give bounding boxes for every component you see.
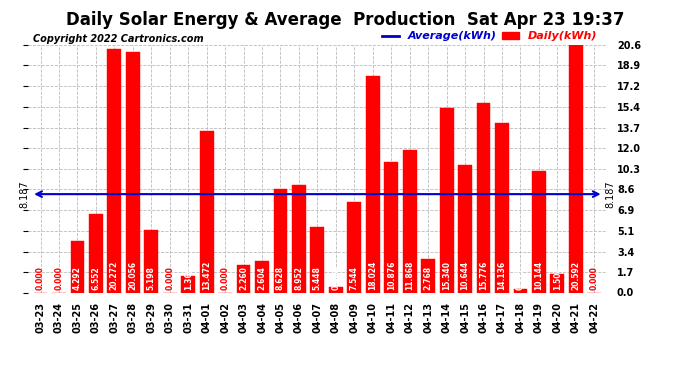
Bar bbox=[551, 274, 564, 292]
Text: 6.552: 6.552 bbox=[91, 267, 101, 290]
Text: 2.260: 2.260 bbox=[239, 266, 248, 290]
Text: 2.604: 2.604 bbox=[257, 266, 266, 290]
Bar bbox=[310, 227, 324, 292]
Bar bbox=[569, 45, 583, 292]
Text: 14.136: 14.136 bbox=[497, 261, 506, 290]
Bar bbox=[70, 241, 84, 292]
Text: 1.360: 1.360 bbox=[184, 266, 193, 290]
Bar bbox=[292, 185, 306, 292]
Text: 0.000: 0.000 bbox=[165, 266, 175, 290]
Text: 10.144: 10.144 bbox=[534, 261, 544, 290]
Text: Daily Solar Energy & Average  Production  Sat Apr 23 19:37: Daily Solar Energy & Average Production … bbox=[66, 11, 624, 29]
Bar bbox=[144, 230, 158, 292]
Bar bbox=[495, 123, 509, 292]
Bar bbox=[329, 287, 343, 292]
Bar bbox=[477, 103, 491, 292]
Bar bbox=[237, 266, 250, 292]
Text: 0.000: 0.000 bbox=[221, 266, 230, 290]
Bar bbox=[108, 49, 121, 292]
Bar bbox=[421, 259, 435, 292]
Text: 10.644: 10.644 bbox=[460, 261, 470, 290]
Text: 1.504: 1.504 bbox=[553, 266, 562, 290]
Text: 13.472: 13.472 bbox=[202, 261, 211, 290]
Text: 0.000: 0.000 bbox=[590, 266, 599, 290]
Bar bbox=[126, 51, 140, 292]
Legend: Average(kWh), Daily(kWh): Average(kWh), Daily(kWh) bbox=[377, 27, 602, 46]
Text: 10.876: 10.876 bbox=[386, 261, 396, 290]
Text: 11.868: 11.868 bbox=[405, 261, 414, 290]
Text: 20.056: 20.056 bbox=[128, 261, 137, 290]
Text: Copyright 2022 Cartronics.com: Copyright 2022 Cartronics.com bbox=[33, 34, 204, 44]
Text: 0.312: 0.312 bbox=[516, 266, 525, 290]
Text: 15.776: 15.776 bbox=[479, 261, 488, 290]
Text: 8.628: 8.628 bbox=[276, 266, 285, 290]
Text: 0.464: 0.464 bbox=[331, 266, 340, 290]
Bar bbox=[403, 150, 417, 292]
Bar bbox=[384, 162, 398, 292]
Text: 8.187: 8.187 bbox=[20, 180, 30, 208]
Bar bbox=[181, 276, 195, 292]
Text: 20.272: 20.272 bbox=[110, 261, 119, 290]
Bar bbox=[199, 130, 214, 292]
Text: 8.187: 8.187 bbox=[605, 180, 615, 208]
Bar bbox=[255, 261, 269, 292]
Text: 5.198: 5.198 bbox=[147, 266, 156, 290]
Text: 7.544: 7.544 bbox=[350, 266, 359, 290]
Text: 20.592: 20.592 bbox=[571, 261, 580, 290]
Text: 4.292: 4.292 bbox=[73, 266, 82, 290]
Bar bbox=[532, 171, 546, 292]
Text: 2.768: 2.768 bbox=[424, 266, 433, 290]
Bar bbox=[89, 214, 103, 292]
Text: 0.000: 0.000 bbox=[36, 266, 45, 290]
Text: 18.024: 18.024 bbox=[368, 261, 377, 290]
Bar bbox=[273, 189, 288, 292]
Bar bbox=[347, 202, 362, 292]
Text: 5.448: 5.448 bbox=[313, 266, 322, 290]
Text: 0.000: 0.000 bbox=[55, 266, 63, 290]
Bar bbox=[366, 76, 380, 292]
Bar bbox=[513, 289, 527, 292]
Text: 8.952: 8.952 bbox=[295, 266, 304, 290]
Bar bbox=[458, 165, 472, 292]
Bar bbox=[440, 108, 453, 292]
Text: 15.340: 15.340 bbox=[442, 261, 451, 290]
